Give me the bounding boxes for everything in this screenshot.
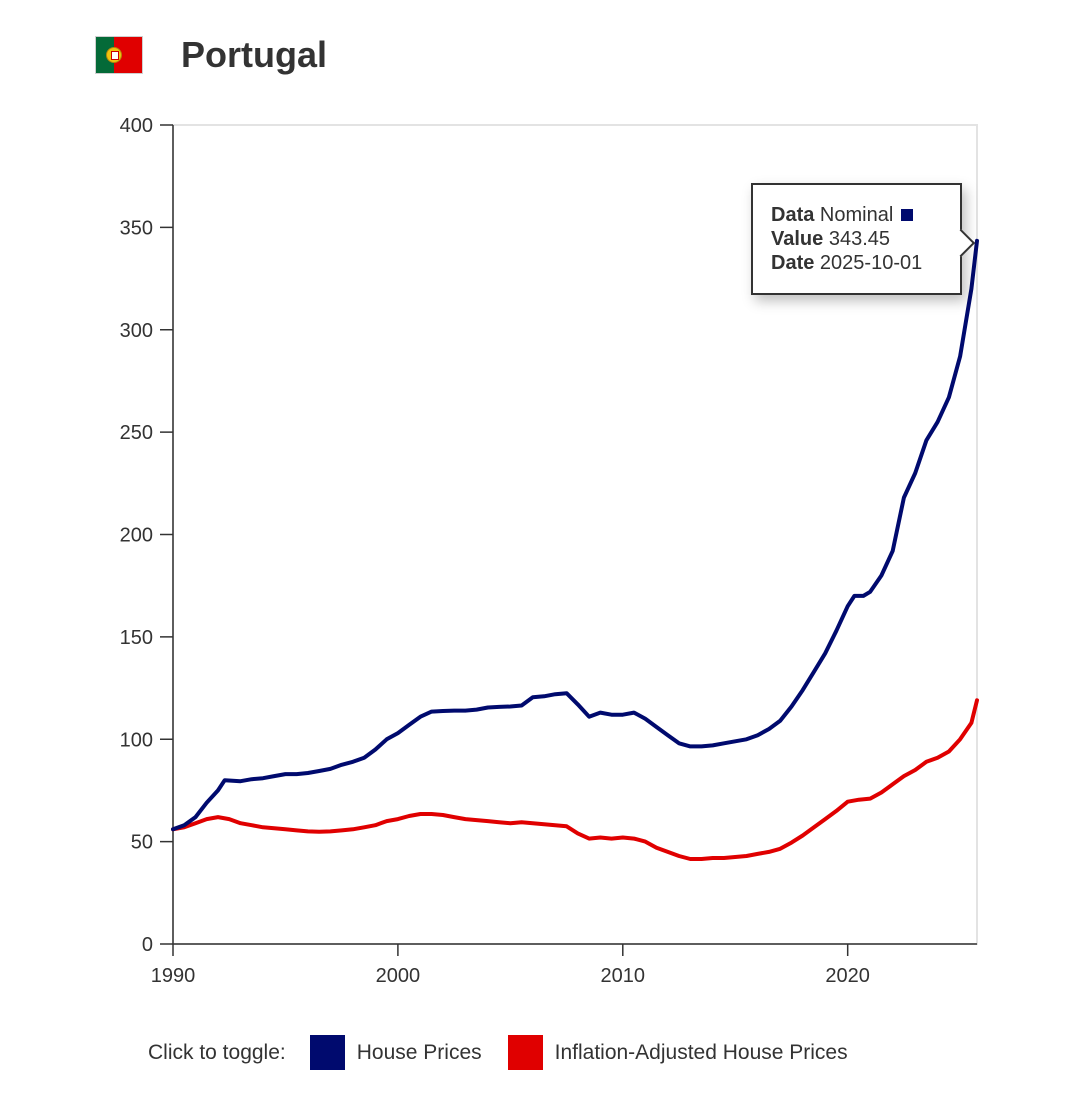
y-tick-label: 350 [120,217,153,239]
data-tooltip: Data Nominal Value 343.45 Date 2025-10-0… [751,183,976,295]
legend-label-inflation-adjusted: Inflation-Adjusted House Prices [554,1040,848,1064]
y-tick-label: 400 [120,115,153,137]
tooltip-row-value: Value 343.45 [771,228,890,250]
series-line-house-prices [171,238,979,832]
page-title: Portugal [181,34,328,75]
legend-prompt: Click to toggle: [148,1040,286,1064]
y-tick-label: 300 [120,320,153,342]
series-swatch-icon [901,209,914,221]
legend-swatch-inflation-adjusted [507,1035,543,1070]
tooltip-row-date: Date 2025-10-01 [771,252,923,274]
legend-item-house-prices[interactable]: House Prices [309,1035,482,1070]
y-tick-label: 100 [120,729,153,751]
y-tick-label: 50 [131,832,153,854]
y-tick-label: 200 [120,525,153,547]
x-tick-label: 2010 [601,965,646,987]
y-tick-label: 0 [142,934,153,956]
y-tick-label: 150 [120,627,153,649]
chart-header: Portugal [95,30,327,80]
legend-item-inflation-adjusted[interactable]: Inflation-Adjusted House Prices [507,1035,848,1070]
portugal-flag-icon [95,36,143,74]
x-tick-label: 1990 [151,965,196,987]
tooltip-row-data: Data Nominal [771,203,960,227]
series-line-inflation-adjusted [171,698,979,861]
legend-label-house-prices: House Prices [356,1040,482,1064]
legend-swatch-house-prices [309,1035,345,1070]
x-tick-label: 2000 [376,965,421,987]
x-tick-label: 2020 [825,965,870,987]
chart-legend: Click to toggle: House Prices Inflation-… [148,1035,848,1070]
y-tick-label: 250 [120,422,153,444]
